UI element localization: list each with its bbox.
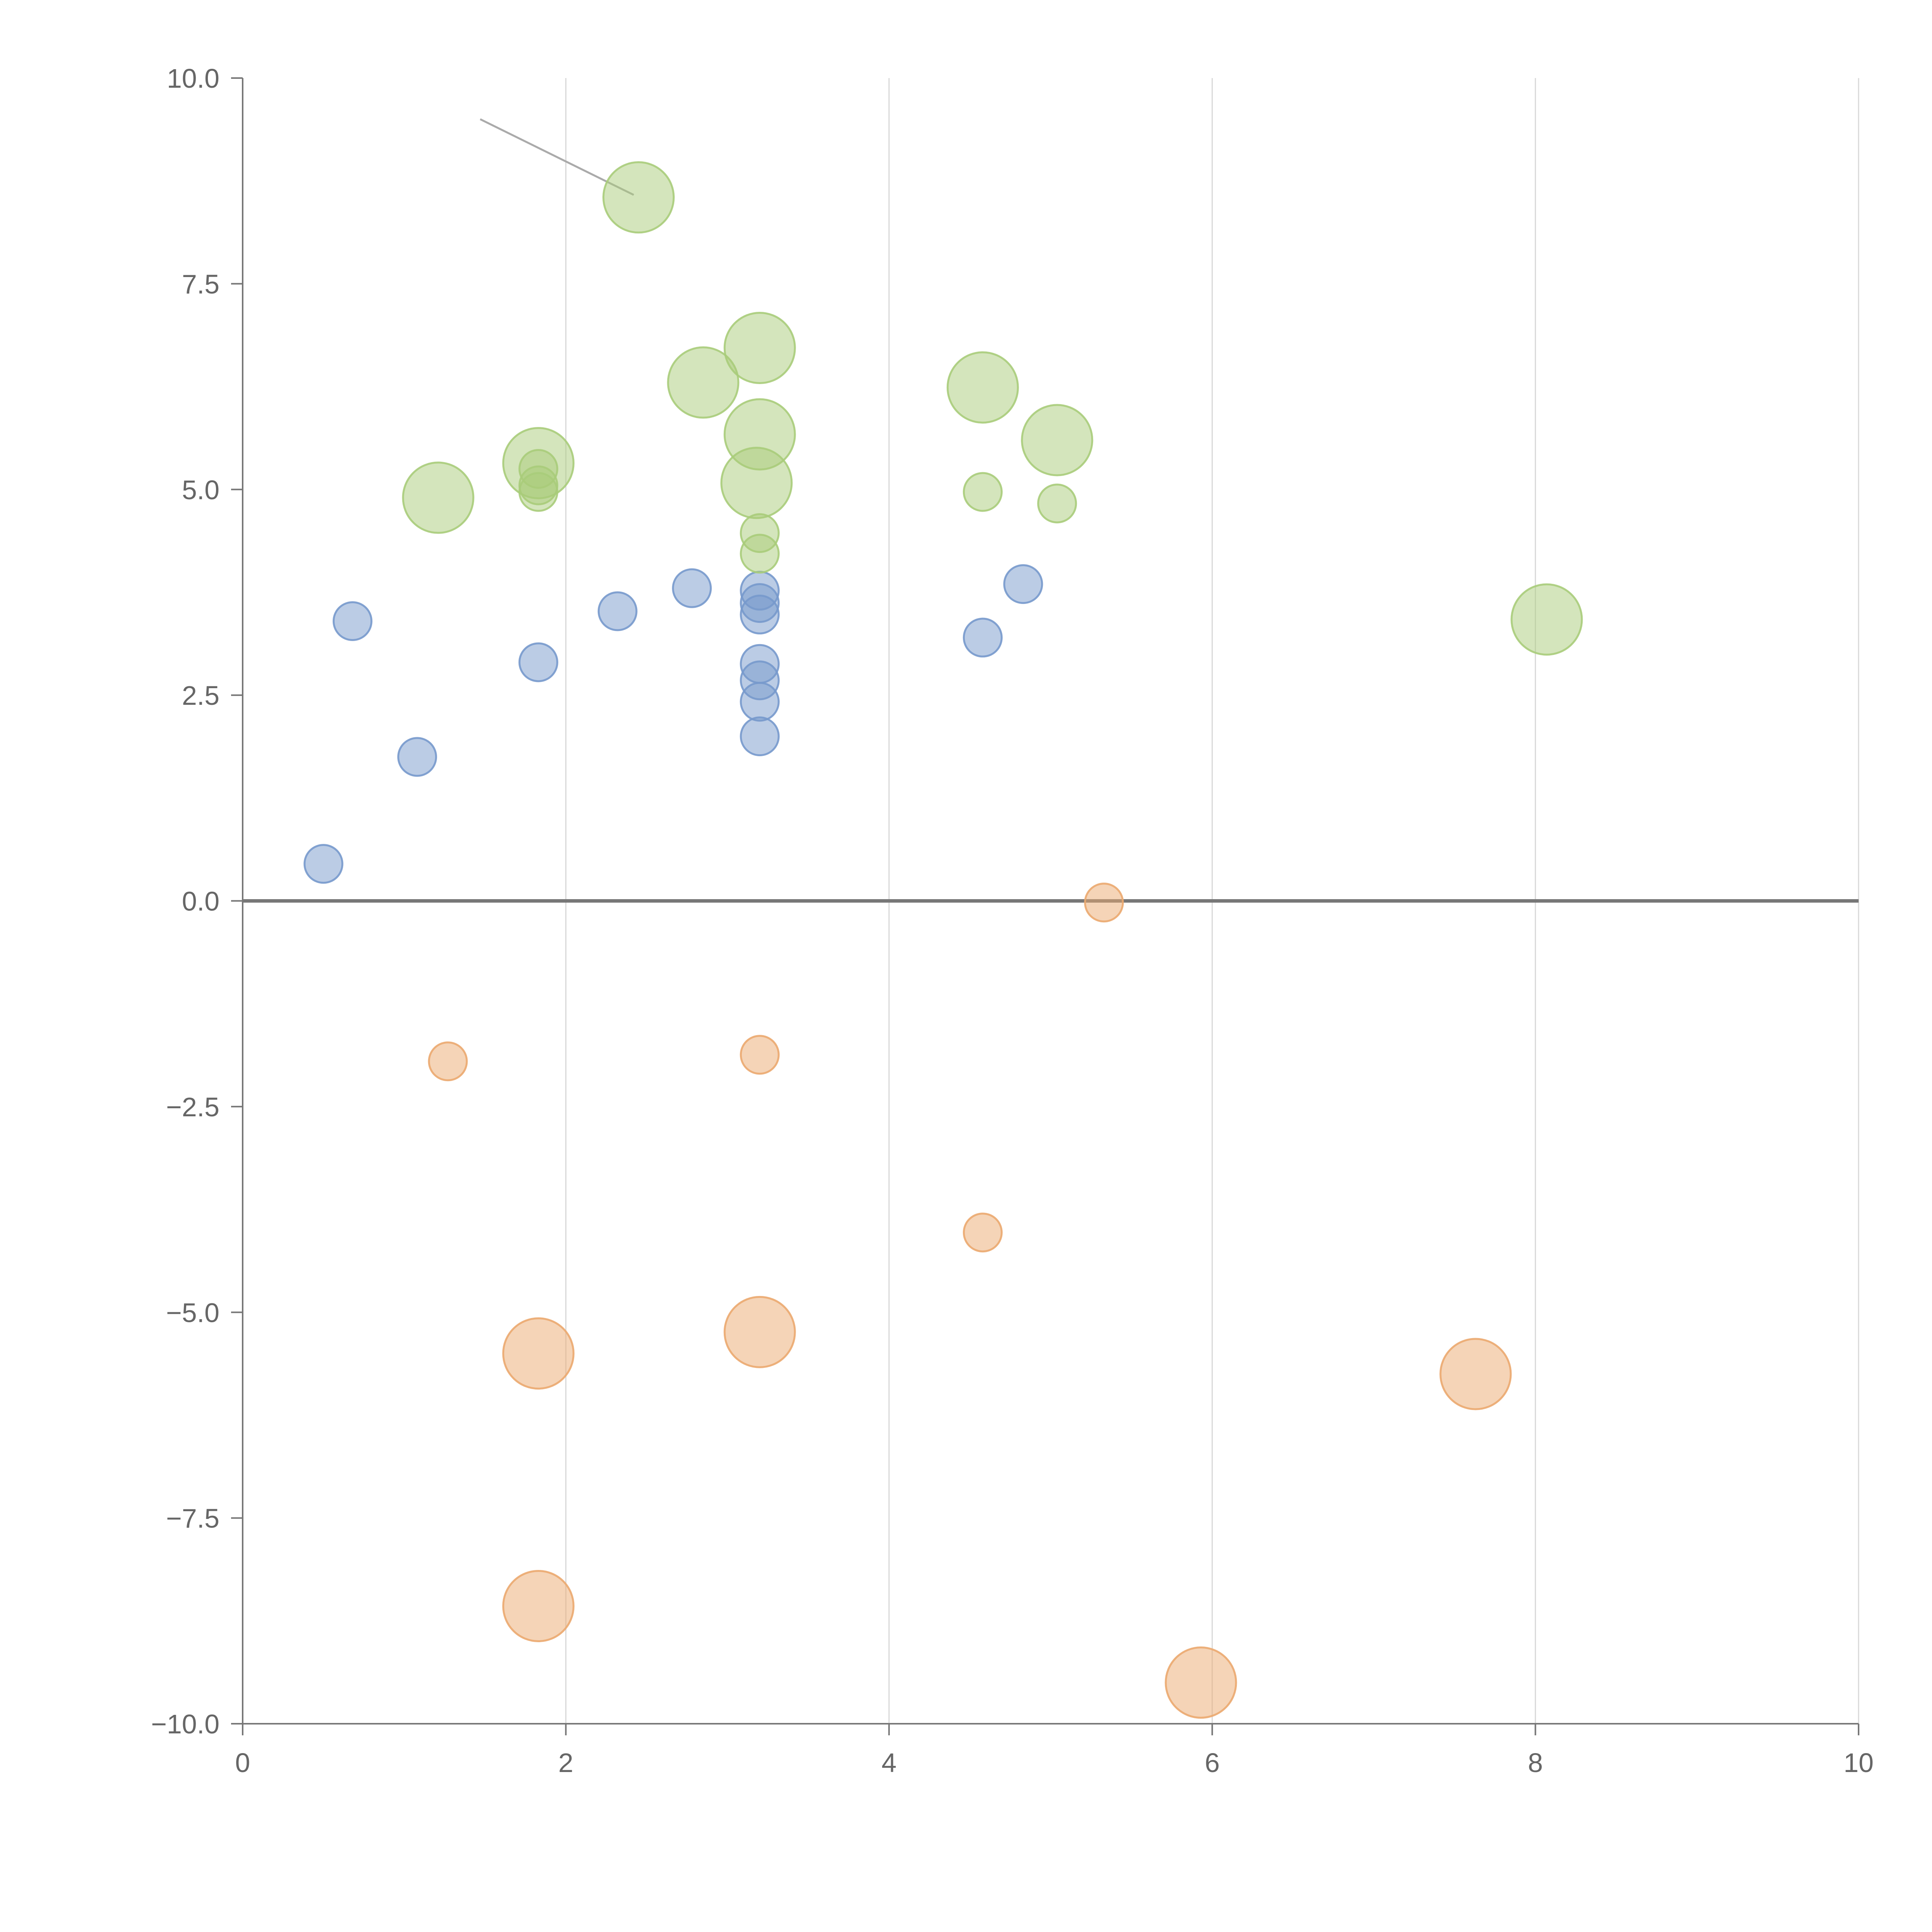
y-tick-label: 0.0 xyxy=(182,886,219,917)
green-point xyxy=(1510,583,1583,656)
blue-point xyxy=(332,601,372,641)
tick-label-layer: 10.0 7.5 5.0 2.5 0.0 −2.5 −5.0 −7.5 −10.0 0 2 4 6 8 10 xyxy=(151,63,1874,1778)
x-tick-label: 8 xyxy=(1528,1748,1543,1778)
y-tick-label: 5.0 xyxy=(182,475,219,505)
point-layer xyxy=(303,161,1583,1719)
green-point xyxy=(963,472,1003,512)
orange-point xyxy=(502,1317,575,1390)
y-tick-label: −10.0 xyxy=(151,1709,219,1739)
blue-point xyxy=(740,716,780,757)
x-tick-label: 6 xyxy=(1205,1748,1220,1778)
green-point xyxy=(1021,404,1094,476)
green-point xyxy=(402,461,474,534)
orange-point xyxy=(1084,883,1124,923)
orange-point xyxy=(502,1570,575,1642)
x-tick-label: 4 xyxy=(881,1748,896,1778)
y-tick-label: −2.5 xyxy=(166,1092,219,1122)
orange-point xyxy=(723,1296,796,1368)
green-point xyxy=(1037,483,1077,524)
orange-point xyxy=(1439,1338,1512,1410)
y-tick-label: 2.5 xyxy=(182,680,219,711)
orange-point xyxy=(428,1041,468,1082)
green-point xyxy=(740,534,780,574)
y-tick-label: 7.5 xyxy=(182,269,219,299)
x-tick-label: 0 xyxy=(235,1748,250,1778)
axis-layer xyxy=(231,77,1859,1735)
blue-point xyxy=(672,568,712,608)
blue-point xyxy=(303,844,344,884)
orange-point xyxy=(963,1213,1003,1253)
orange-point xyxy=(1165,1646,1237,1719)
x-tick-label: 10 xyxy=(1844,1748,1874,1778)
green-point xyxy=(518,472,558,512)
blue-point xyxy=(740,682,780,722)
blue-point xyxy=(518,642,558,682)
blue-point xyxy=(597,591,638,631)
blue-point xyxy=(1003,564,1043,604)
y-tick-label: −5.0 xyxy=(166,1298,219,1328)
green-point xyxy=(946,351,1019,424)
y-tick-label: −7.5 xyxy=(166,1503,219,1534)
blue-point xyxy=(740,594,780,634)
green-point xyxy=(602,161,675,234)
blue-point xyxy=(397,737,437,777)
green-point xyxy=(723,311,796,384)
y-tick-label: 10.0 xyxy=(167,63,219,94)
green-point xyxy=(667,346,740,419)
blue-point xyxy=(963,617,1003,658)
orange-point xyxy=(740,1035,780,1075)
x-tick-label: 2 xyxy=(558,1748,573,1778)
green-point xyxy=(720,447,793,519)
